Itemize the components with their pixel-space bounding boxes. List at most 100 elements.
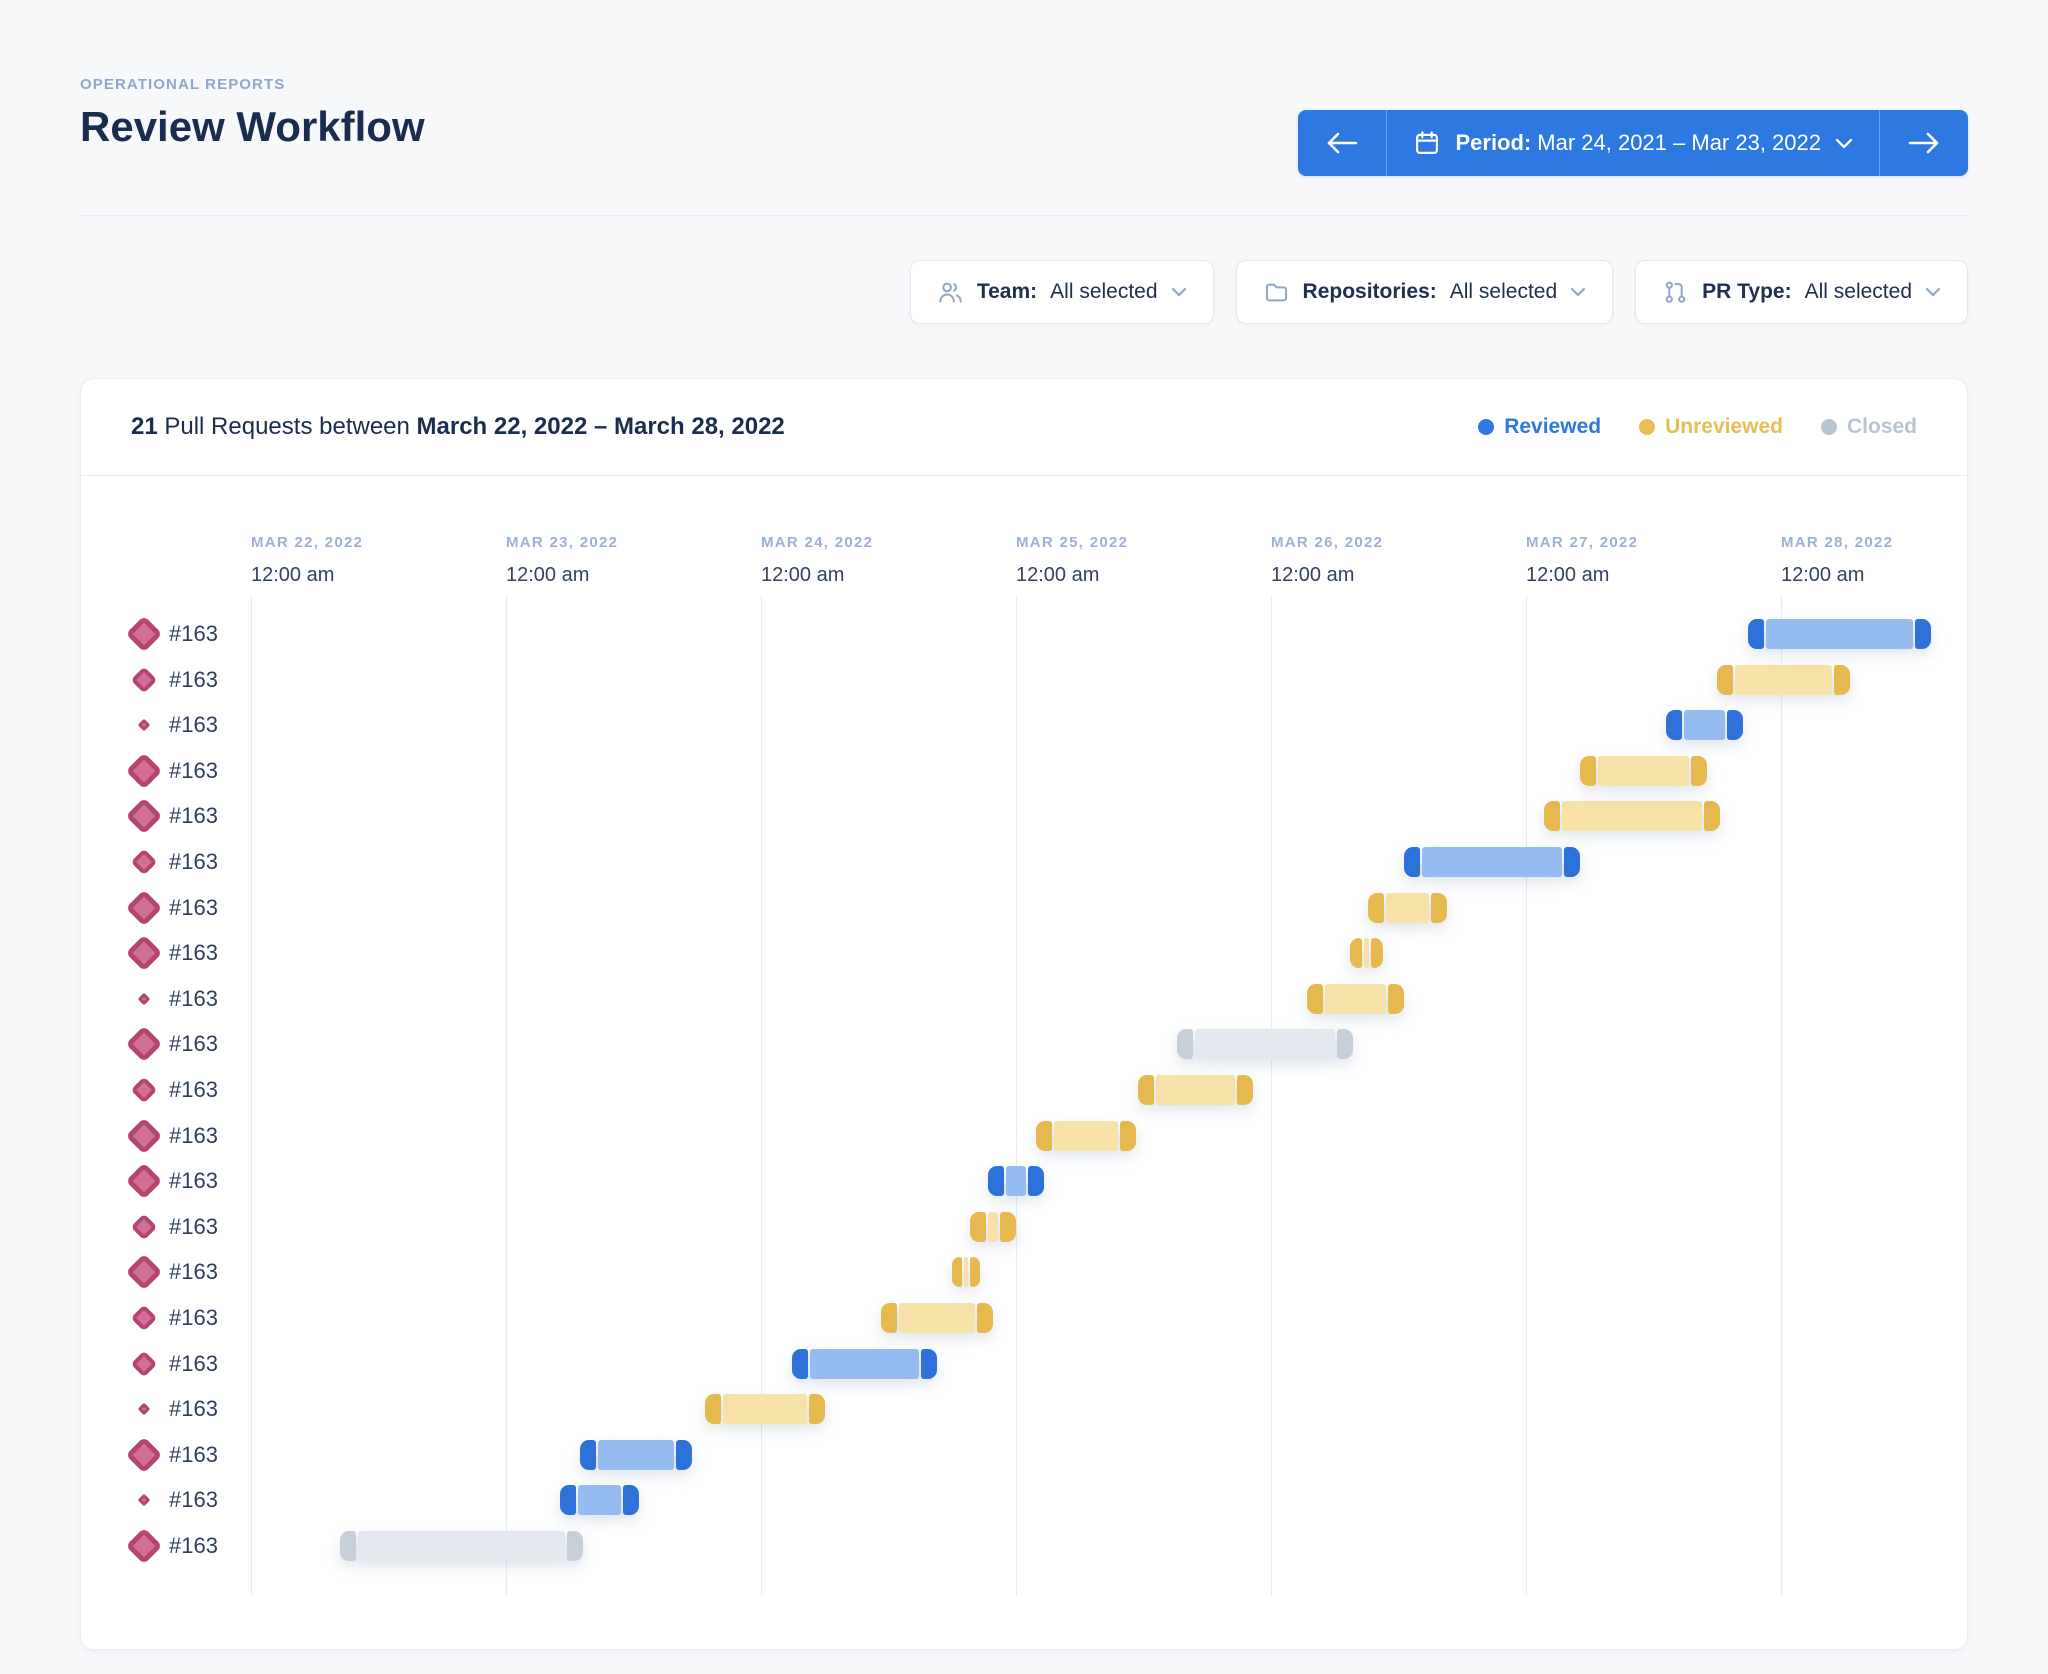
pr-bar[interactable] bbox=[987, 1166, 1045, 1197]
pr-bar-cap bbox=[1367, 892, 1384, 923]
pr-size-diamond-icon bbox=[125, 1162, 163, 1200]
legend-item-closed[interactable]: Closed bbox=[1820, 415, 1917, 439]
pr-row-label[interactable]: #163 bbox=[169, 1168, 218, 1194]
pr-size-diamond-icon bbox=[130, 1350, 158, 1378]
pr-size-diamond-icon bbox=[137, 718, 151, 732]
pr-bar-cap bbox=[1387, 983, 1404, 1014]
pr-row-label[interactable]: #163 bbox=[169, 757, 218, 783]
pr-row-label[interactable]: #163 bbox=[169, 666, 218, 692]
pr-row-label[interactable]: #163 bbox=[169, 1487, 218, 1513]
pr-bar-body bbox=[1735, 664, 1832, 695]
pr-bar-body bbox=[1156, 1075, 1236, 1105]
chevron-down-icon bbox=[1925, 287, 1941, 297]
pr-bar-cap bbox=[1726, 710, 1743, 741]
pr-size-diamond-icon bbox=[125, 889, 163, 926]
pr-size-diamond-icon bbox=[125, 752, 163, 790]
pr-bar[interactable] bbox=[1350, 938, 1384, 969]
pr-row-label[interactable]: #163 bbox=[169, 1396, 218, 1422]
pr-row-label[interactable]: #163 bbox=[169, 1441, 218, 1467]
pr-size-diamond-icon bbox=[137, 1494, 151, 1507]
pr-bar-cap bbox=[340, 1531, 357, 1561]
pr-bar-body bbox=[1005, 1166, 1027, 1197]
pr-type-filter-button[interactable]: PR Type: All selected bbox=[1635, 260, 1968, 324]
team-icon bbox=[937, 279, 964, 306]
pr-bar[interactable] bbox=[579, 1439, 693, 1470]
pr-bar[interactable] bbox=[1747, 619, 1932, 649]
pr-bar-cap bbox=[970, 1257, 981, 1288]
pr-bar[interactable] bbox=[1036, 1120, 1136, 1151]
pr-bar[interactable] bbox=[1367, 892, 1447, 923]
pr-row-label[interactable]: #163 bbox=[169, 621, 218, 646]
pr-bar-cap bbox=[704, 1394, 721, 1425]
pr-bar-cap bbox=[987, 1166, 1004, 1197]
legend-item-unreviewed[interactable]: Unreviewed bbox=[1639, 415, 1783, 439]
pr-row-label[interactable]: #163 bbox=[169, 1213, 218, 1239]
calendar-icon bbox=[1413, 129, 1441, 157]
pr-bar[interactable] bbox=[791, 1348, 937, 1379]
pr-size-diamond-icon bbox=[125, 615, 163, 653]
pr-row-label[interactable]: #163 bbox=[169, 1122, 218, 1148]
pr-row-label[interactable]: #163 bbox=[169, 803, 218, 829]
pr-bar[interactable] bbox=[1717, 664, 1850, 695]
period-text: Period: Mar 24, 2021 – Mar 23, 2022 bbox=[1455, 130, 1821, 156]
pr-bar-cap bbox=[1237, 1075, 1254, 1105]
pr-bar-cap bbox=[1430, 892, 1447, 923]
pr-bar-body bbox=[1597, 755, 1690, 786]
column-date-label: MAR 28, 2022 bbox=[1781, 534, 1894, 551]
gridline bbox=[1271, 595, 1272, 1596]
pr-bar-cap bbox=[1119, 1120, 1136, 1151]
period-dropdown-button[interactable]: Period: Mar 24, 2021 – Mar 23, 2022 bbox=[1386, 110, 1880, 176]
pr-row-label[interactable]: #163 bbox=[169, 1305, 218, 1330]
period-label: Period: bbox=[1455, 130, 1532, 155]
pr-row-label[interactable]: #163 bbox=[169, 1259, 218, 1285]
pr-bar[interactable] bbox=[970, 1211, 1016, 1242]
pr-bar[interactable] bbox=[559, 1485, 639, 1516]
pr-size-diamond-icon bbox=[130, 666, 158, 694]
pr-bar[interactable] bbox=[1138, 1075, 1254, 1105]
repositories-filter-button[interactable]: Repositories: All selected bbox=[1235, 260, 1614, 324]
pr-bar[interactable] bbox=[1403, 847, 1580, 877]
pr-row-label[interactable]: #163 bbox=[169, 1350, 218, 1376]
legend-dot-icon bbox=[1820, 419, 1837, 435]
pr-size-diamond-icon bbox=[125, 934, 163, 972]
pr-row-label[interactable]: #163 bbox=[169, 849, 218, 874]
pr-bar-cap bbox=[999, 1211, 1016, 1242]
page-header: OPERATIONAL REPORTS Review Workflow Peri… bbox=[80, 0, 1968, 216]
legend-item-reviewed[interactable]: Reviewed bbox=[1478, 415, 1601, 439]
pr-bar-cap bbox=[1371, 938, 1384, 969]
pr-size-diamond-icon bbox=[125, 1527, 163, 1565]
period-value: Mar 24, 2021 – Mar 23, 2022 bbox=[1537, 130, 1821, 155]
pr-row-label[interactable]: #163 bbox=[169, 712, 218, 738]
previous-period-button[interactable] bbox=[1298, 110, 1386, 176]
pr-row-label[interactable]: #163 bbox=[169, 894, 218, 920]
pr-bar[interactable] bbox=[1306, 983, 1404, 1014]
pr-bar[interactable] bbox=[704, 1394, 825, 1425]
pr-bar-cap bbox=[920, 1348, 937, 1379]
column-date-label: MAR 24, 2022 bbox=[761, 534, 874, 551]
pr-size-diamond-icon bbox=[137, 992, 151, 1006]
pr-bar[interactable] bbox=[340, 1531, 583, 1561]
pr-row-label[interactable]: #163 bbox=[169, 940, 218, 966]
pr-size-diamond-icon bbox=[130, 1213, 158, 1241]
column-time-label: 12:00 am bbox=[1526, 564, 1610, 586]
pr-row-label[interactable]: #163 bbox=[169, 1031, 218, 1057]
pr-row-label[interactable]: #163 bbox=[169, 1533, 218, 1558]
column-date-label: MAR 26, 2022 bbox=[1271, 534, 1384, 551]
pr-bar[interactable] bbox=[1579, 755, 1708, 786]
column-time-label: 12:00 am bbox=[1781, 564, 1865, 586]
next-period-button[interactable] bbox=[1880, 110, 1968, 176]
pr-bar-cap bbox=[1563, 847, 1580, 877]
pr-row-label[interactable]: #163 bbox=[169, 985, 218, 1011]
pr-bar-body bbox=[1364, 938, 1370, 969]
pr-bar-cap bbox=[808, 1394, 825, 1425]
pr-bar-cap bbox=[1336, 1029, 1353, 1060]
pr-row-label[interactable]: #163 bbox=[169, 1077, 218, 1102]
pr-bar[interactable] bbox=[1176, 1029, 1353, 1060]
pr-bar[interactable] bbox=[1666, 710, 1743, 741]
pr-bar[interactable] bbox=[952, 1257, 981, 1288]
column-time-label: 12:00 am bbox=[506, 564, 590, 586]
pr-bar-body bbox=[722, 1394, 807, 1425]
pr-bar[interactable] bbox=[880, 1303, 994, 1333]
pr-bar[interactable] bbox=[1543, 801, 1720, 832]
team-filter-button[interactable]: Team: All selected bbox=[909, 260, 1214, 324]
